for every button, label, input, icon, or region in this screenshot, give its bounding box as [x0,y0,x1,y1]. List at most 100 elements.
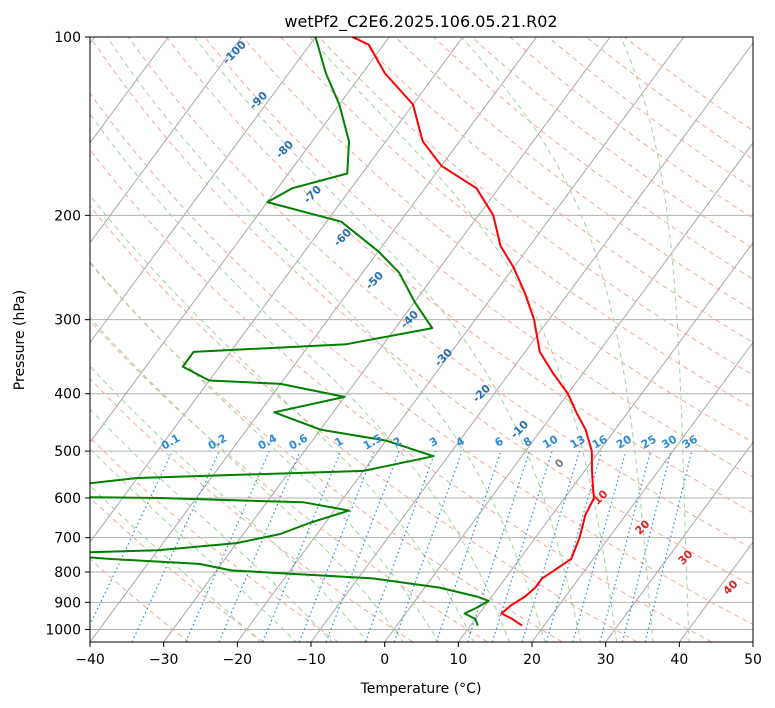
dry-adiabat-line [471,37,753,249]
moist-adiabat-line [90,365,369,642]
isotherm-label: -50 [363,269,386,292]
dry-adiabat-line [90,377,414,642]
x-tick-label: −20 [223,652,253,668]
dry-adiabat-line [90,262,563,642]
line-value-label: 40 [721,577,741,597]
moist-adiabat-line [309,37,618,642]
mixing-ratio-label: 36 [680,432,700,451]
isotherm-line [90,37,316,344]
y-axis-label: Pressure (hPa) [12,290,28,390]
dry-adiabat-line [547,37,753,190]
isotherm-line [90,37,464,544]
isotherm-line [90,37,537,642]
isotherm-line [90,37,169,144]
y-tick-label: 900 [54,595,81,611]
dry-adiabat-line [90,37,753,587]
dry-adiabat-line [90,558,190,642]
mixing-ratio-label: 0.2 [206,432,229,453]
dry-adiabat-line [90,436,339,642]
axis-ticks: −40 −30 −20 −10 0 10 20 30 40 5010020030040050060… [45,30,762,668]
dry-adiabat-line [90,319,488,642]
mixing-ratio-label: 10 [541,432,561,451]
dewpoint-profile-line [90,37,490,626]
isotherm-line [457,241,753,642]
mixing-ratio-line [131,450,220,642]
mixing-ratio-line [218,450,301,642]
background-lines [90,37,753,642]
x-tick-label: 0 [380,652,389,668]
moist-adiabat-line [90,317,404,642]
y-tick-label: 500 [54,444,81,460]
isotherm-line [531,341,753,642]
mixing-ratio-line [545,450,603,642]
dry-adiabat-line [127,37,753,550]
mixing-ratio-label: 0.6 [287,431,311,452]
mixing-ratio-line [435,450,502,642]
moist-adiabat-line [90,484,261,642]
isotherm-line [384,142,753,642]
isotherm-label: -100 [220,38,249,67]
x-tick-label: −30 [149,652,179,668]
isotherm-line [310,42,753,642]
dry-adiabat-line [280,37,753,409]
isotherm-label: -30 [432,346,455,369]
mixing-ratio-label: 4 [454,434,467,449]
mixing-ratio-label: 30 [659,432,679,451]
plot-frame [89,36,754,643]
y-tick-label: 1000 [45,622,81,638]
isotherm-label: -70 [301,183,324,206]
mixing-ratio-label: 20 [614,432,634,451]
x-tick-label: 10 [449,652,467,668]
y-tick-label: 600 [54,491,81,507]
mixing-ratio-label: 25 [639,433,659,452]
mixing-ratio-label: 1 [332,435,345,450]
data-series [90,37,596,627]
moist-adiabat-line [90,113,510,642]
x-tick-label: 30 [597,652,615,668]
isotherm-line [752,641,753,642]
mixing-ratio-label: 3 [427,435,440,450]
mixing-ratio-line [466,450,530,642]
isotherm-line [90,37,390,444]
mixing-ratio-line [521,450,581,642]
moist-adiabat-line [90,194,475,642]
x-axis-label: Temperature (°C) [360,681,482,697]
dry-adiabat-line [356,37,753,344]
dry-adiabat-line [242,37,753,443]
x-tick-label: −10 [296,652,326,668]
dry-adiabat-line [90,205,638,642]
isotherm-label: -40 [398,308,421,331]
isotherm-line [236,37,685,642]
y-tick-label: 400 [54,387,81,403]
mixing-ratio-label: 2 [391,435,404,450]
y-tick-label: 100 [54,30,81,46]
mixing-ratio-line [364,450,436,642]
dry-adiabat-line [395,37,753,312]
mixing-ratio-line [621,450,672,642]
dry-adiabat-line [166,37,753,514]
dry-adiabat-line [433,37,753,280]
moist-adiabat-line [193,37,582,642]
mixing-ratio-label: 13 [568,433,588,452]
mixing-ratio-label: 6 [493,434,506,449]
moist-adiabat-line [461,37,654,642]
moist-adiabat-line [106,37,546,642]
chart-title: wetPf2_C2E6.2025.106.05.21.R02 [284,12,557,32]
isotherm-label: -80 [273,138,296,161]
isotherm-line [605,441,753,642]
mixing-ratio-label: 1.5 [361,432,384,453]
dry-adiabat-line [318,37,753,376]
mixing-ratio-line [644,450,693,642]
mixing-ratio-label: 16 [590,432,610,451]
mixing-ratio-line [90,450,173,627]
moist-adiabat-line [620,37,690,642]
x-tick-label: −40 [75,652,105,668]
line-value-label: 0 [552,456,567,471]
x-tick-label: 20 [523,652,541,668]
dry-adiabat-line [90,148,712,642]
dry-adiabat-line [90,92,753,626]
x-tick-label: 40 [670,652,688,668]
isotherm-line [90,37,243,244]
mixing-ratio-label: 0.4 [256,431,280,452]
